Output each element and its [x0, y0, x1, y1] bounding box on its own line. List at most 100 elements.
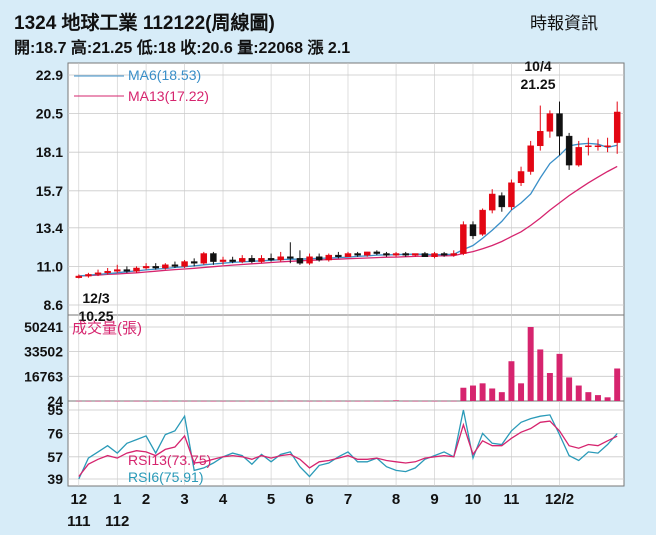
candle-body [219, 259, 227, 262]
volume-bar [85, 400, 92, 402]
volume-bar [229, 400, 236, 402]
rsi6-legend: RSI6(75.91) [128, 469, 203, 485]
volume-bar [546, 373, 553, 401]
volume-bar [470, 385, 476, 401]
price-tick-label: 20.5 [36, 106, 63, 122]
chart-title: 1324 地球工業 112122(周線圖) [14, 11, 275, 34]
volume-bar [575, 385, 582, 401]
volume-bar [354, 400, 361, 402]
candle-body [469, 224, 477, 237]
candlesticks [75, 101, 621, 279]
volume-bar [566, 377, 573, 401]
candle-body [142, 266, 150, 269]
volume-bar [441, 400, 448, 402]
month-label: 7 [344, 491, 352, 508]
volume-bar [556, 353, 563, 401]
rsi-tick-label: 76 [47, 425, 63, 441]
volume-bar [373, 400, 380, 402]
volume-bar [114, 400, 121, 402]
year-label: 112 [105, 513, 129, 530]
high-price-annotation: 21.25 [520, 76, 555, 92]
year-label: 111 [67, 513, 90, 530]
volume-bar [498, 392, 505, 401]
volume-bar [537, 349, 544, 401]
candle-body [181, 261, 188, 267]
volume-bar [585, 392, 592, 401]
price-tick-label: 13.4 [36, 220, 63, 236]
volume-bar [306, 400, 313, 402]
price-tick-label: 22.9 [36, 67, 63, 83]
candle-body [556, 113, 563, 137]
volume-tick-label: 16763 [24, 368, 63, 384]
volume-bar [191, 400, 198, 402]
candle-body [133, 267, 140, 272]
volume-bar [200, 400, 207, 402]
candle-body [85, 274, 92, 277]
candle-body [585, 145, 592, 148]
month-label: 3 [180, 491, 188, 508]
candle-body [335, 254, 342, 257]
volume-bar [210, 400, 217, 402]
candle-body [450, 253, 457, 256]
high-date-annotation: 10/4 [524, 58, 551, 74]
volume-bar [460, 387, 467, 401]
volume-bar [345, 400, 351, 402]
volume-bar [239, 400, 246, 402]
volume-tick-label: 50241 [24, 319, 63, 335]
month-label: 1 [113, 491, 121, 508]
candle-body [421, 253, 429, 257]
candle-body [114, 269, 121, 272]
candle-body [440, 253, 448, 256]
candle-body [488, 193, 496, 211]
candle-body [460, 224, 467, 254]
volume-bar [133, 400, 140, 402]
volume-bar [402, 400, 409, 402]
candle-body [546, 113, 554, 132]
candle-body [258, 258, 265, 262]
price-summary: 開:18.7 高:21.25 低:18 收:20.6 量:22068 漲 2.1 [14, 38, 350, 57]
candle-body [575, 147, 582, 166]
volume-bars [75, 327, 621, 402]
ma6-legend: MA6(18.53) [128, 67, 201, 83]
candle-body [190, 261, 198, 264]
candle-body [248, 258, 256, 262]
volume-bar [412, 400, 419, 402]
volume-bar [75, 400, 82, 402]
candle-body [306, 256, 313, 264]
rsi-tick-label: 39 [47, 471, 63, 487]
candle-body [537, 131, 544, 147]
candle-body [354, 253, 361, 256]
candle-body [604, 145, 611, 148]
volume-bar [287, 400, 294, 402]
month-label: 9 [430, 491, 438, 508]
ma13-legend: MA13(17.22) [128, 88, 209, 104]
candle-body [517, 171, 525, 184]
volume-bar [171, 400, 178, 402]
rsi-tick-label: 95 [47, 402, 63, 418]
volume-bar [604, 397, 611, 401]
month-label: 2 [142, 491, 150, 508]
candle-body [200, 253, 208, 264]
rsi13-legend: RSI13(73.75) [128, 452, 211, 468]
rsi13-line [78, 420, 618, 477]
volume-bar [296, 400, 303, 402]
volume-bar [614, 368, 621, 401]
month-label: 5 [267, 491, 275, 508]
volume-bar [594, 395, 601, 401]
volume-tick-label: 24 [47, 393, 63, 409]
volume-bar [421, 400, 428, 402]
rsi-lines [78, 409, 618, 480]
month-label: 6 [305, 491, 313, 508]
price-tick-label: 15.7 [36, 183, 63, 199]
volume-bar [104, 400, 111, 402]
volume-bar [277, 400, 284, 402]
candle-body [498, 195, 506, 208]
volume-bar [258, 400, 265, 402]
volume-bar [383, 400, 390, 402]
candle-body [363, 251, 371, 256]
candle-body [239, 258, 246, 262]
volume-bar [431, 400, 438, 402]
volume-bar [268, 400, 275, 402]
